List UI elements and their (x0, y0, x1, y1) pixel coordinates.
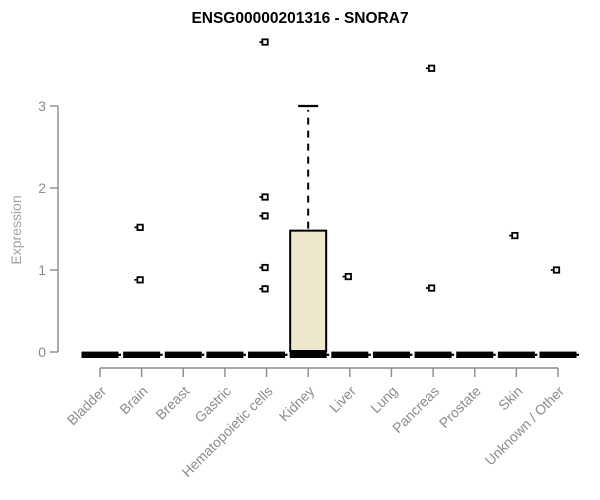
outlier-point-pancreas (427, 284, 436, 292)
median-bar-pancreas (414, 351, 452, 358)
y-tick-label: 0 (38, 344, 46, 360)
x-tick-label-liver: Liver (326, 383, 359, 416)
y-tick-label: 3 (38, 98, 46, 114)
x-tick-label-skin: Skin (495, 383, 526, 414)
median-bar-skin (497, 351, 535, 358)
outlier-point-liver (344, 272, 352, 281)
median-bar-lung (372, 351, 410, 358)
x-tick-label-brain: Brain (116, 383, 150, 417)
outlier-point-unknown-other (552, 266, 561, 274)
x-tick-label-kidney: Kidney (276, 383, 318, 425)
outlier-point-brain (136, 276, 144, 284)
median-bar-gastric (206, 351, 244, 358)
median-bar-prostate (456, 351, 494, 358)
x-tick-label-lung: Lung (367, 383, 400, 416)
x-tick-label-unknown-other: Unknown / Other (482, 383, 568, 469)
x-tick-label-bladder: Bladder (64, 383, 110, 429)
box-kidney (289, 229, 328, 352)
median-bar-hematopoietic-cells (248, 351, 286, 358)
median-bar-breast (164, 351, 202, 358)
outlier-point-hematopoietic-cells (261, 263, 269, 272)
outlier-point-pancreas (427, 64, 436, 72)
outlier-point-skin (511, 231, 519, 240)
median-bar-kidney (289, 351, 327, 358)
x-tick-label-breast: Breast (152, 383, 192, 423)
y-tick-label: 1 (38, 262, 46, 278)
outlier-point-hematopoietic-cells (261, 212, 269, 220)
chart-title: ENSG00000201316 - SNORA7 (191, 10, 409, 27)
x-tick-label-prostate: Prostate (436, 383, 484, 431)
median-bar-bladder (81, 351, 119, 358)
outlier-point-hematopoietic-cells (261, 193, 269, 201)
median-bar-unknown-other (539, 351, 577, 358)
outlier-point-hematopoietic-cells (261, 38, 269, 46)
outlier-point-brain (136, 223, 144, 231)
y-axis-label: Expression (8, 195, 24, 265)
y-tick-label: 2 (38, 180, 46, 196)
median-bar-brain (123, 351, 161, 358)
outlier-point-hematopoietic-cells (261, 285, 269, 293)
median-bar-liver (331, 351, 369, 358)
